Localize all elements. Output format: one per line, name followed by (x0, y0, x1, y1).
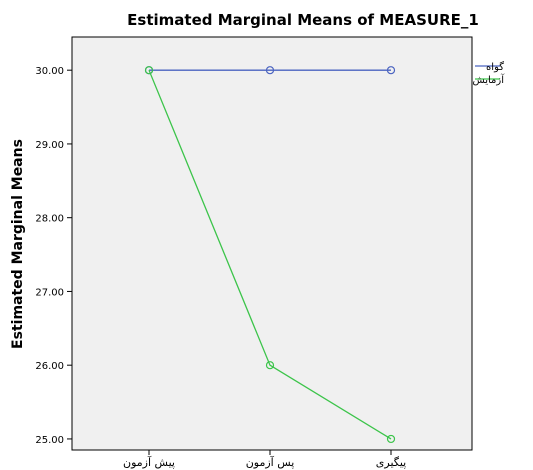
series-layer (144, 66, 396, 444)
x-tick-label: پیگیری (376, 456, 406, 469)
y-axis-title: Estimated Marginal Means (10, 139, 26, 349)
chart-title: Estimated Marginal Means of MEASURE_1 (127, 11, 479, 29)
y-tick-label: 25.00 (35, 435, 64, 446)
x-tick-label: پس آزمون (246, 455, 295, 469)
y-tick-label: 27.00 (35, 287, 64, 298)
y-tick-label: 29.00 (35, 140, 64, 151)
legend-label: آزمایش (472, 73, 505, 86)
y-tick-label: 26.00 (35, 361, 64, 372)
legend-label: گواه (486, 61, 504, 73)
axes-layer: 25.00 26.00 27.00 28.00 29.00 30.00 پیش آزمون پ… (35, 66, 406, 469)
y-tick-label: 28.00 (35, 214, 64, 225)
data-point (265, 361, 275, 370)
y-tick-label: 30.00 (35, 66, 64, 77)
data-point (144, 66, 154, 75)
series-line (148, 69, 392, 440)
plot-area (71, 36, 473, 451)
data-point (265, 66, 275, 75)
data-point (386, 66, 396, 75)
x-tick-label: پیش آزمون (123, 455, 175, 469)
data-point (386, 434, 396, 444)
